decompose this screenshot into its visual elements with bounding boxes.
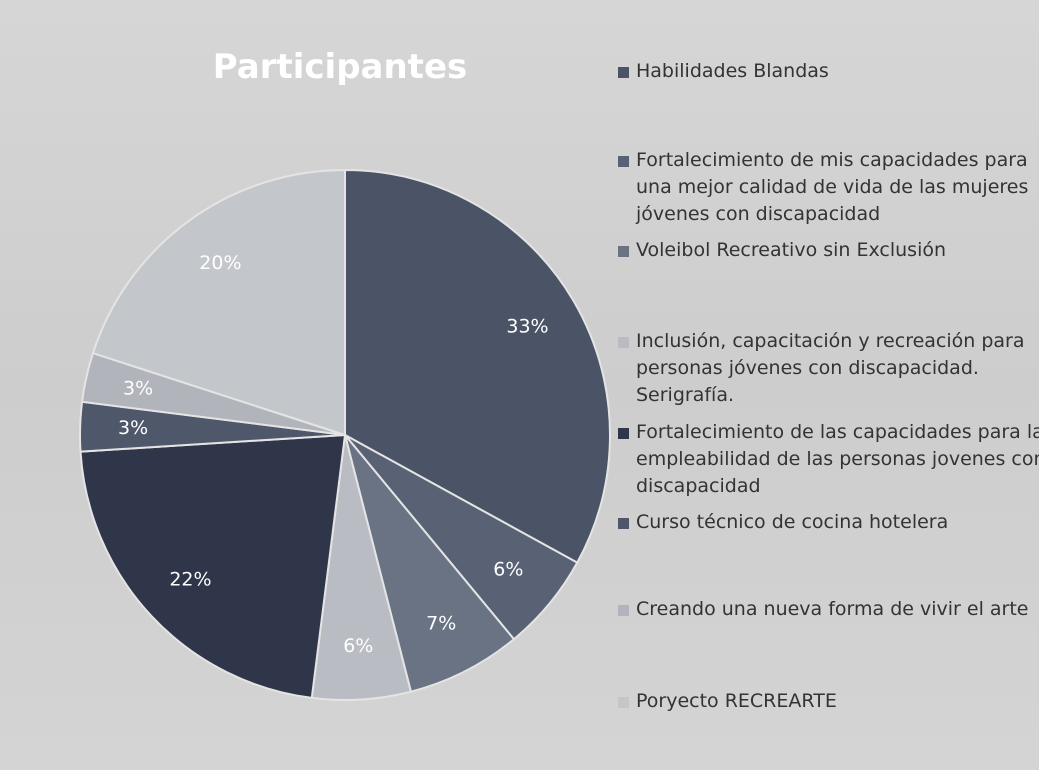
legend-label: Curso técnico de cocina hotelera bbox=[636, 511, 949, 533]
pie-slice bbox=[91, 168, 346, 437]
legend-item: Curso técnico de cocina hotelera bbox=[616, 509, 1039, 536]
data-label: 22% bbox=[169, 569, 211, 591]
legend-swatch bbox=[618, 605, 629, 616]
legend-label: Creando una nueva forma de vivir el arte bbox=[636, 598, 1029, 620]
legend-swatch bbox=[618, 246, 629, 257]
legend-label: Habilidades Blandas bbox=[636, 60, 829, 82]
data-label: 7% bbox=[426, 612, 456, 634]
legend-swatch bbox=[618, 337, 629, 348]
data-label: 20% bbox=[199, 252, 241, 274]
legend-swatch bbox=[618, 67, 629, 78]
legend-item: Creando una nueva forma de vivir el arte bbox=[616, 596, 1039, 623]
legend-item: Inclusión, capacitación y recreación par… bbox=[616, 328, 1039, 409]
pie-slice bbox=[344, 168, 611, 565]
legend-label: Poryecto RECREARTE bbox=[636, 690, 837, 712]
legend-label: Voleibol Recreativo sin Exclusión bbox=[636, 239, 947, 261]
chart-title: Participantes bbox=[213, 47, 467, 87]
pie-slice bbox=[79, 433, 347, 700]
legend-item: Fortalecimiento de las capacidades para … bbox=[616, 419, 1039, 500]
data-label: 6% bbox=[493, 559, 523, 581]
legend-label: Fortalecimiento de mis capacidades para … bbox=[636, 149, 1029, 225]
legend-swatch bbox=[618, 428, 629, 439]
legend-swatch bbox=[618, 156, 629, 167]
pie-slice bbox=[344, 434, 516, 693]
legend-label: Inclusión, capacitación y recreación par… bbox=[636, 330, 1025, 406]
legend-swatch bbox=[618, 697, 629, 708]
legend-item: Voleibol Recreativo sin Exclusión bbox=[616, 237, 1039, 264]
data-label: 6% bbox=[343, 635, 373, 657]
data-label: 3% bbox=[118, 417, 148, 439]
data-label: 33% bbox=[506, 316, 548, 338]
legend-item: Fortalecimiento de mis capacidades para … bbox=[616, 147, 1039, 228]
legend-swatch bbox=[618, 518, 629, 529]
legend-item: Habilidades Blandas bbox=[616, 58, 1039, 85]
data-label: 3% bbox=[123, 377, 153, 399]
legend-label: Fortalecimiento de las capacidades para … bbox=[636, 421, 1039, 497]
legend-item: Poryecto RECREARTE bbox=[616, 688, 1039, 715]
